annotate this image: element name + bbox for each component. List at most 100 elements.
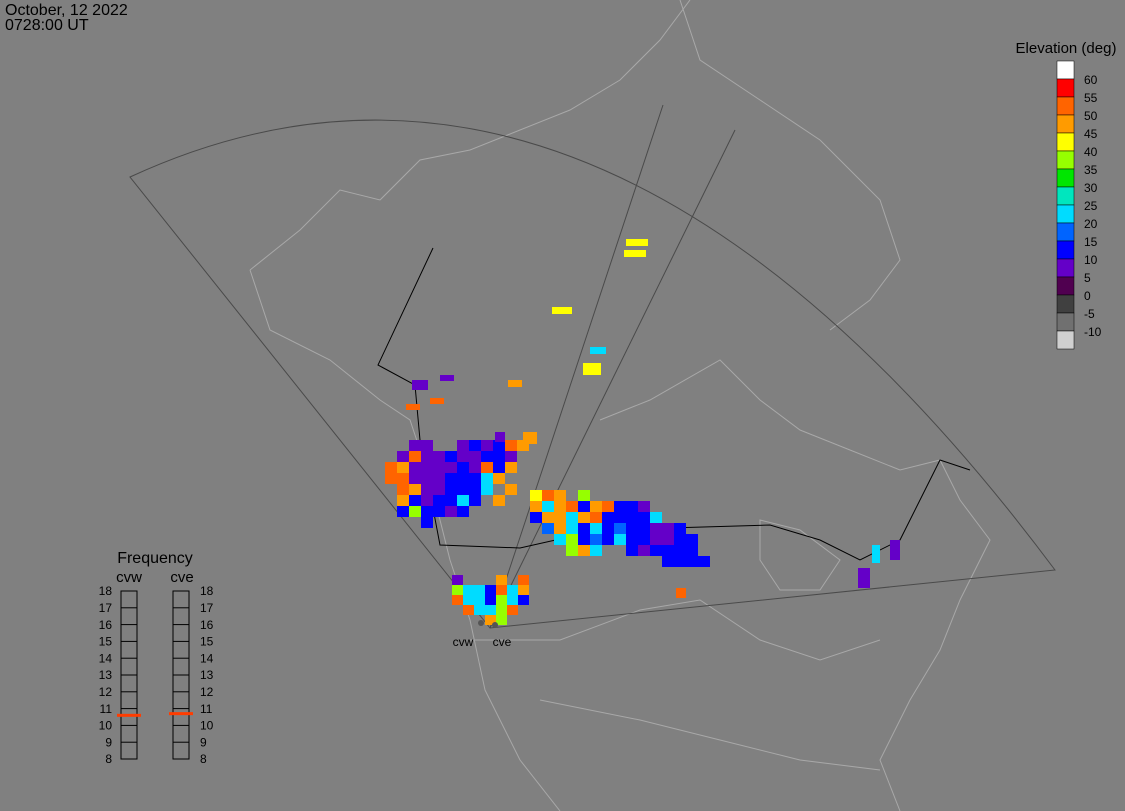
frequency-tick-label: 11 <box>200 702 213 716</box>
echo-cell <box>590 501 602 512</box>
echo-cell <box>493 451 505 462</box>
echo-cell <box>602 523 614 534</box>
legend-label: 55 <box>1084 91 1098 105</box>
echo-cell <box>614 523 626 534</box>
echo-cell <box>590 347 606 354</box>
echo-cell <box>421 506 433 517</box>
legend-swatch <box>1056 186 1075 206</box>
echo-cell <box>638 501 650 512</box>
date: October, 12 2022 <box>5 2 128 19</box>
echo-cell <box>421 451 433 462</box>
legend-label: 60 <box>1084 73 1098 87</box>
echo-cell <box>542 512 554 523</box>
echo-cell <box>626 512 638 523</box>
echo-cell <box>578 512 590 523</box>
frequency-tick-label: 13 <box>200 668 214 682</box>
echo-cell <box>676 588 686 598</box>
legend-swatch <box>1056 312 1075 332</box>
frequency-tick-label: 18 <box>200 584 214 598</box>
echo-cell <box>445 451 457 462</box>
frequency-tick-label: 15 <box>200 635 214 649</box>
echo-cell <box>481 462 493 473</box>
echo-cell <box>530 501 542 512</box>
echo-cell <box>409 473 421 484</box>
frequency-marker <box>117 713 141 717</box>
frequency-tick-label: 14 <box>200 651 214 665</box>
echo-cell <box>421 484 433 495</box>
echo-cell <box>507 595 518 605</box>
echo-cell <box>554 534 566 545</box>
legend-swatch <box>1056 60 1075 80</box>
echo-cell <box>530 512 542 523</box>
echo-cell <box>457 451 469 462</box>
echo-cell <box>481 473 493 484</box>
echo-cell <box>554 501 566 512</box>
echo-cell <box>578 523 590 534</box>
fields-of-view <box>129 104 1056 629</box>
echo-cell <box>457 484 469 495</box>
echo-cell <box>469 451 481 462</box>
echo-cell <box>409 451 421 462</box>
echo-cell <box>397 462 409 473</box>
echo-cell <box>554 523 566 534</box>
legend-label: 30 <box>1084 181 1098 195</box>
legend-swatch <box>1056 150 1075 170</box>
echo-cell <box>674 534 686 545</box>
echo-cell <box>578 501 590 512</box>
echo-cell <box>433 495 445 506</box>
echo-cell <box>485 615 496 625</box>
radar-name: cvw <box>116 569 142 586</box>
echo-cell <box>624 250 646 257</box>
echo-cell <box>650 545 662 556</box>
echo-cell <box>463 585 474 595</box>
frequency-tick-label: 9 <box>200 735 207 749</box>
echo-cell <box>578 534 590 545</box>
echo-cell <box>552 307 572 314</box>
legend-title: Elevation (deg) <box>1016 40 1117 57</box>
echo-cell <box>463 595 474 605</box>
frequency-tick-label: 17 <box>99 601 113 615</box>
echo-cell <box>397 451 409 462</box>
echo-cell <box>469 495 481 506</box>
echo-cell <box>385 462 397 473</box>
echo-cell <box>421 473 433 484</box>
legend-swatch <box>1056 330 1075 350</box>
echo-cell <box>457 495 469 506</box>
echo-cell <box>485 595 496 605</box>
echo-cell <box>566 545 578 556</box>
echo-cell <box>566 501 578 512</box>
echo-cell <box>626 545 638 556</box>
echo-cell <box>433 451 445 462</box>
echo-cell <box>686 534 698 545</box>
echo-cell <box>566 534 578 545</box>
echo-cell <box>409 495 421 506</box>
legend-swatch <box>1056 168 1075 188</box>
echo-cell <box>481 451 493 462</box>
frequency-tick-label: 18 <box>99 584 113 598</box>
echo-cell <box>523 432 537 444</box>
legend-label: 50 <box>1084 109 1098 123</box>
frequency-tick-label: 15 <box>99 635 113 649</box>
cells <box>385 239 900 625</box>
station-marker <box>478 620 484 626</box>
echo-cell <box>554 512 566 523</box>
frequency-tick-label: 10 <box>200 719 214 733</box>
legend-label: 20 <box>1084 217 1098 231</box>
echo-cell <box>686 556 698 567</box>
echo-cell <box>530 490 542 501</box>
echo-cell <box>626 501 638 512</box>
echo-cell <box>590 523 602 534</box>
frequency-tick-label: 10 <box>99 719 113 733</box>
echo-cell <box>397 506 409 517</box>
echo-cell <box>433 462 445 473</box>
station-label: cvw <box>453 635 474 649</box>
legend-swatch <box>1056 222 1075 242</box>
echo-cell <box>457 440 469 451</box>
legend-label: -10 <box>1084 325 1102 339</box>
echo-cell <box>505 484 517 495</box>
echo-cell <box>397 473 409 484</box>
echo-cell <box>507 585 518 595</box>
echo-cell <box>481 440 493 451</box>
echo-cell <box>457 473 469 484</box>
